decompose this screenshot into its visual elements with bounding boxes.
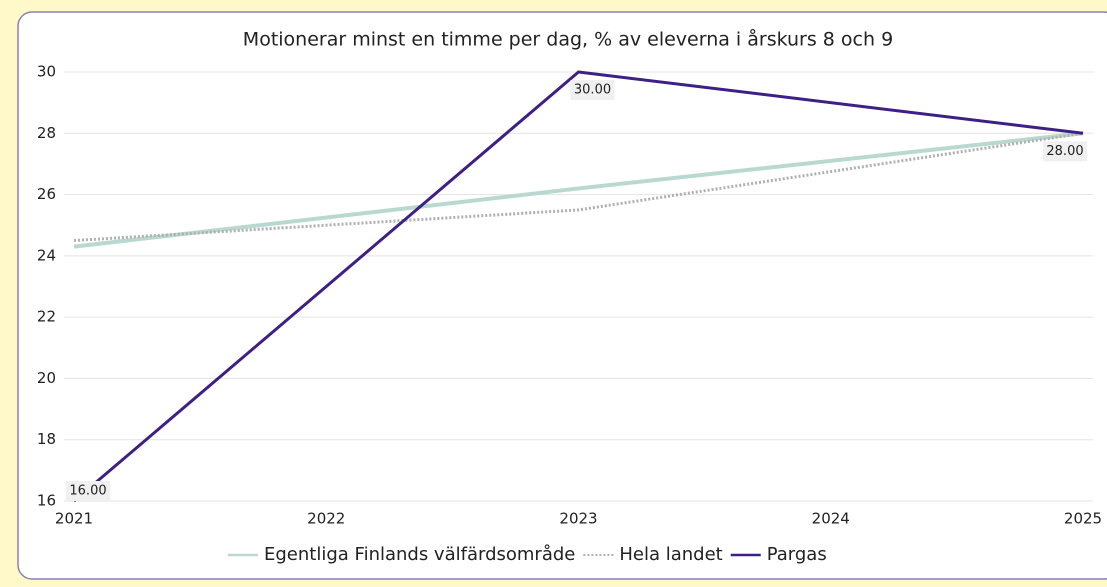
y-tick-label: 18 [37,430,56,448]
y-tick-label: 24 [37,246,56,264]
x-tick-label: 2025 [1064,510,1102,528]
data-label: 30.00 [574,83,611,98]
legend-label: Pargas [767,544,827,565]
data-label: 16.00 [69,484,106,499]
data-label: 28.00 [1046,144,1083,159]
data-label-bg [1043,141,1087,162]
data-label-bg [66,481,110,501]
series-line [73,131,1084,243]
data-label-bg [570,80,615,100]
series-line [73,131,1084,249]
x-tick-label: 2023 [559,510,597,528]
y-tick-label: 28 [37,124,56,142]
x-tick-label: 2024 [812,510,850,528]
x-tick-label: 2022 [307,510,345,528]
x-tick-label: 2021 [55,510,93,528]
y-tick-label: 22 [37,308,56,326]
series-line [73,70,1084,503]
y-tick-label: 16 [37,492,56,510]
y-tick-label: 20 [37,369,56,387]
y-tick-label: 30 [37,63,56,81]
y-tick-label: 26 [37,185,56,203]
legend-label: Hela landet [619,544,722,565]
legend-label: Egentliga Finlands välfärdsområde [264,544,575,565]
panel [17,11,1107,580]
chart-title: Motionerar minst en timme per dag, % av … [243,28,893,51]
